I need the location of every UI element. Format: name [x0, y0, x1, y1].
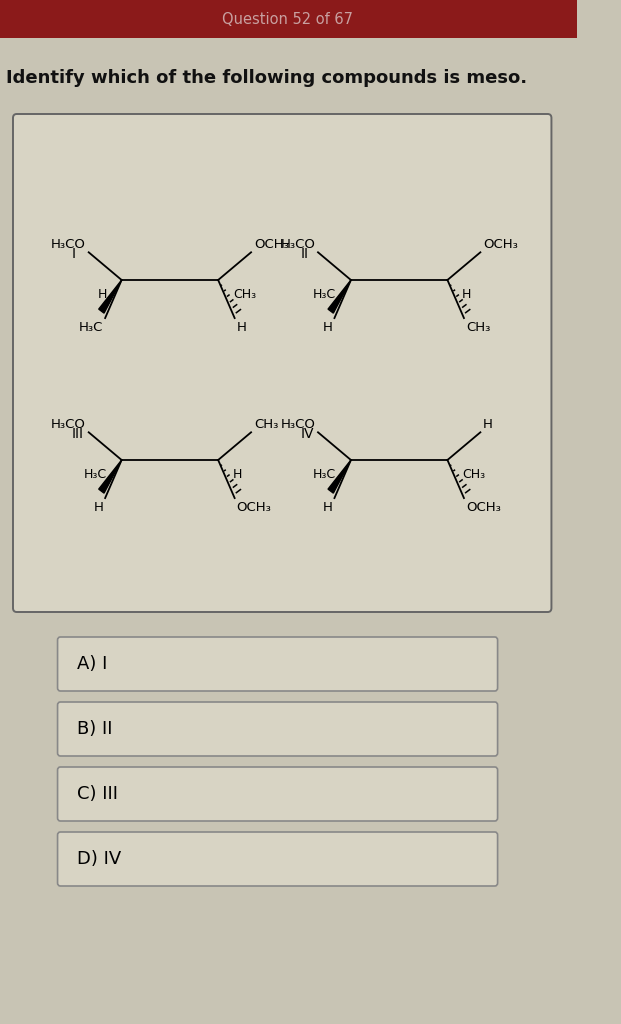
- Text: II: II: [301, 247, 309, 261]
- Text: CH₃: CH₃: [254, 418, 278, 431]
- Text: H: H: [93, 501, 103, 514]
- Polygon shape: [99, 280, 122, 313]
- Text: Identify which of the following compounds is meso.: Identify which of the following compound…: [6, 69, 527, 87]
- Text: D) IV: D) IV: [77, 850, 121, 868]
- Text: H: H: [462, 288, 471, 300]
- Text: CH₃: CH₃: [462, 468, 485, 480]
- Text: H: H: [323, 322, 333, 334]
- Text: III: III: [71, 427, 83, 441]
- FancyBboxPatch shape: [58, 702, 497, 756]
- FancyBboxPatch shape: [0, 0, 576, 38]
- Text: A) I: A) I: [77, 655, 107, 673]
- Text: OCH₃: OCH₃: [466, 501, 501, 514]
- Text: OCH₃: OCH₃: [254, 239, 289, 251]
- Polygon shape: [328, 460, 351, 494]
- Text: B) II: B) II: [77, 720, 112, 738]
- FancyBboxPatch shape: [58, 767, 497, 821]
- Text: H: H: [323, 501, 333, 514]
- Text: H: H: [237, 322, 247, 334]
- Text: OCH₃: OCH₃: [237, 501, 271, 514]
- Text: C) III: C) III: [77, 785, 118, 803]
- Text: H₃C: H₃C: [313, 468, 336, 480]
- Polygon shape: [328, 280, 351, 313]
- FancyBboxPatch shape: [58, 637, 497, 691]
- Text: Question 52 of 67: Question 52 of 67: [222, 11, 353, 27]
- Text: I: I: [71, 247, 76, 261]
- Polygon shape: [99, 460, 122, 494]
- Text: H₃CO: H₃CO: [280, 239, 315, 251]
- Text: H: H: [233, 468, 242, 480]
- Text: H₃C: H₃C: [84, 468, 107, 480]
- Text: H₃CO: H₃CO: [280, 418, 315, 431]
- Text: H₃CO: H₃CO: [51, 418, 86, 431]
- FancyBboxPatch shape: [13, 114, 551, 612]
- Text: H₃CO: H₃CO: [51, 239, 86, 251]
- Text: H: H: [483, 418, 493, 431]
- Text: IV: IV: [301, 427, 314, 441]
- Text: H: H: [97, 288, 107, 300]
- Text: OCH₃: OCH₃: [483, 239, 518, 251]
- Text: H₃C: H₃C: [79, 322, 103, 334]
- Text: CH₃: CH₃: [233, 288, 256, 300]
- FancyBboxPatch shape: [58, 831, 497, 886]
- Text: CH₃: CH₃: [466, 322, 490, 334]
- Text: H₃C: H₃C: [313, 288, 336, 300]
